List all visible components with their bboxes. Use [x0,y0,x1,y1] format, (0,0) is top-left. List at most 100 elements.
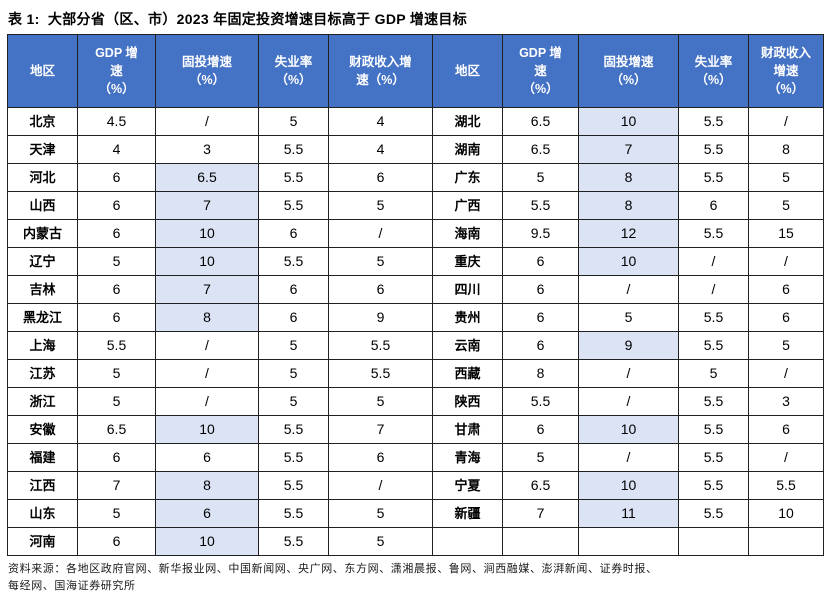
fiscal-revenue-growth-cell: 6 [328,275,433,304]
fixed-investment-growth-cell: 10 [578,247,679,276]
unemployment-rate-cell: 6 [258,303,329,332]
fiscal-revenue-growth-cell: 10 [748,499,824,528]
region-cell: 天津 [7,135,78,164]
fixed-investment-growth-cell: 8 [578,191,679,220]
fiscal-revenue-growth-cell: 5 [328,387,433,416]
fiscal-revenue-growth-cell [748,527,824,556]
table-row: 河南 6 10 5.5 5 [7,527,824,556]
table-row: 浙江 5/5 5 陕西 5.5/5.5 3 [7,387,824,416]
region-cell: 西藏 [432,359,503,388]
unemployment-rate-cell: 5.5 [258,443,329,472]
region-cell: 江苏 [7,359,78,388]
fixed-investment-growth-cell: 11 [578,499,679,528]
unemployment-rate-cell: 5.5 [258,135,329,164]
region-cell: 重庆 [432,247,503,276]
gdp-growth-cell: 6 [77,443,156,472]
gdp-growth-cell: 6 [502,275,579,304]
table-row: 河北 6 6.5 5.5 6 广东 5 8 5.5 5 [7,163,824,192]
header-gdp-growth-left: GDP 增 速 （%） [77,34,156,108]
fiscal-revenue-growth-cell: 6 [748,303,824,332]
region-cell: 安徽 [7,415,78,444]
unemployment-rate-cell: 5.5 [258,471,329,500]
gdp-growth-cell: 6 [77,527,156,556]
fiscal-revenue-growth-cell: 6 [748,415,824,444]
table-row: 山东 5 6 5.5 5 新疆 7 11 5.5 10 [7,499,824,528]
table-body: 北京 4.5/5 4 湖北 6.5 10 5.5/天津 4 3 5.5 4 湖南 6.5 7 5.5 8 河北 6… [7,107,824,556]
gdp-growth-cell: 5 [502,163,579,192]
gdp-growth-cell [502,527,579,556]
unemployment-rate-cell: 5 [258,359,329,388]
gdp-growth-cell: 6 [77,219,156,248]
fiscal-revenue-growth-cell: 6 [748,275,824,304]
fixed-investment-growth-cell: 10 [578,107,679,136]
header-unemployment-left: 失业率 （%） [258,34,329,108]
unemployment-rate-cell: 5.5 [258,247,329,276]
region-cell: 海南 [432,219,503,248]
table-row: 山西 6 7 5.5 5 广西 5.5 8 6 5 [7,191,824,220]
region-cell: 贵州 [432,303,503,332]
fixed-investment-growth-cell: 8 [155,303,259,332]
fixed-investment-growth-cell: 10 [155,219,259,248]
gdp-growth-cell: 5 [77,359,156,388]
unemployment-rate-cell: 5.5 [678,163,749,192]
fixed-investment-growth-cell: / [578,275,679,304]
fiscal-revenue-growth-cell: 6 [328,443,433,472]
header-fixed-invest-left: 固投增速 （%） [155,34,259,108]
fixed-investment-growth-cell: / [155,331,259,360]
header-unemployment-right: 失业率 （%） [678,34,749,108]
region-cell: 新疆 [432,499,503,528]
gdp-growth-cell: 6 [502,331,579,360]
fixed-investment-growth-cell: 10 [578,471,679,500]
table-row: 内蒙古 6 10 6/海南 9.5 12 5.5 15 [7,219,824,248]
gdp-growth-cell: 6 [502,415,579,444]
gdp-growth-cell: 6.5 [77,415,156,444]
header-region-right: 地区 [432,34,503,108]
gdp-growth-cell: 6.5 [502,107,579,136]
gdp-growth-cell: 4 [77,135,156,164]
region-cell: 上海 [7,331,78,360]
table-row: 福建 6 6 5.5 6 青海 5/5.5/ [7,443,824,472]
gdp-growth-cell: 5 [77,499,156,528]
fixed-investment-growth-cell: 8 [155,471,259,500]
region-cell: 广西 [432,191,503,220]
region-cell: 山西 [7,191,78,220]
gdp-growth-cell: 6 [502,247,579,276]
gdp-growth-cell: 6 [502,303,579,332]
gdp-growth-cell: 5 [502,443,579,472]
fiscal-revenue-growth-cell: 6 [328,163,433,192]
region-cell: 广东 [432,163,503,192]
region-cell: 湖南 [432,135,503,164]
gdp-growth-cell: 6 [77,191,156,220]
fiscal-revenue-growth-cell: 8 [748,135,824,164]
unemployment-rate-cell: 5 [258,387,329,416]
table-row: 江苏 5/5 5.5 西藏 8/5/ [7,359,824,388]
region-cell: 甘肃 [432,415,503,444]
gdp-growth-cell: 5.5 [77,331,156,360]
fixed-investment-growth-cell: / [578,359,679,388]
fixed-investment-growth-cell: 3 [155,135,259,164]
fixed-investment-growth-cell: / [155,107,259,136]
fiscal-revenue-growth-cell: 5.5 [328,359,433,388]
fiscal-revenue-growth-cell: 5 [748,191,824,220]
gdp-growth-cell: 7 [77,471,156,500]
table-row: 黑龙江 6 8 6 9 贵州 6 5 5.5 6 [7,303,824,332]
fixed-investment-growth-cell: 10 [155,247,259,276]
gdp-growth-cell: 9.5 [502,219,579,248]
unemployment-rate-cell: 5.5 [258,191,329,220]
unemployment-rate-cell: / [678,275,749,304]
fixed-investment-growth-cell: 12 [578,219,679,248]
fixed-investment-growth-cell: / [578,443,679,472]
region-cell: 内蒙古 [7,219,78,248]
gdp-growth-cell: 6.5 [502,135,579,164]
region-cell: 江西 [7,471,78,500]
region-cell: 青海 [432,443,503,472]
fixed-investment-growth-cell: 7 [155,191,259,220]
fiscal-revenue-growth-cell: / [328,471,433,500]
unemployment-rate-cell: 5.5 [678,471,749,500]
fixed-investment-growth-cell: 10 [578,415,679,444]
fixed-investment-growth-cell: 5 [578,303,679,332]
fiscal-revenue-growth-cell: 4 [328,135,433,164]
fiscal-revenue-growth-cell: 5 [328,191,433,220]
gdp-growth-cell: 7 [502,499,579,528]
